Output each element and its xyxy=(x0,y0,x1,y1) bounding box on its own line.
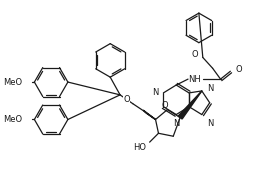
Text: MeO: MeO xyxy=(4,115,23,124)
Text: O: O xyxy=(123,95,129,104)
Polygon shape xyxy=(143,110,155,120)
Text: N: N xyxy=(206,119,212,128)
Text: O: O xyxy=(234,65,241,74)
Text: HO: HO xyxy=(132,143,145,152)
Text: N: N xyxy=(172,120,179,129)
Text: O: O xyxy=(190,50,197,59)
Text: NH: NH xyxy=(188,75,200,84)
Text: MeO: MeO xyxy=(4,78,23,86)
Text: N: N xyxy=(151,88,158,97)
Text: N: N xyxy=(206,84,212,93)
Polygon shape xyxy=(178,91,201,119)
Text: O: O xyxy=(161,101,167,110)
